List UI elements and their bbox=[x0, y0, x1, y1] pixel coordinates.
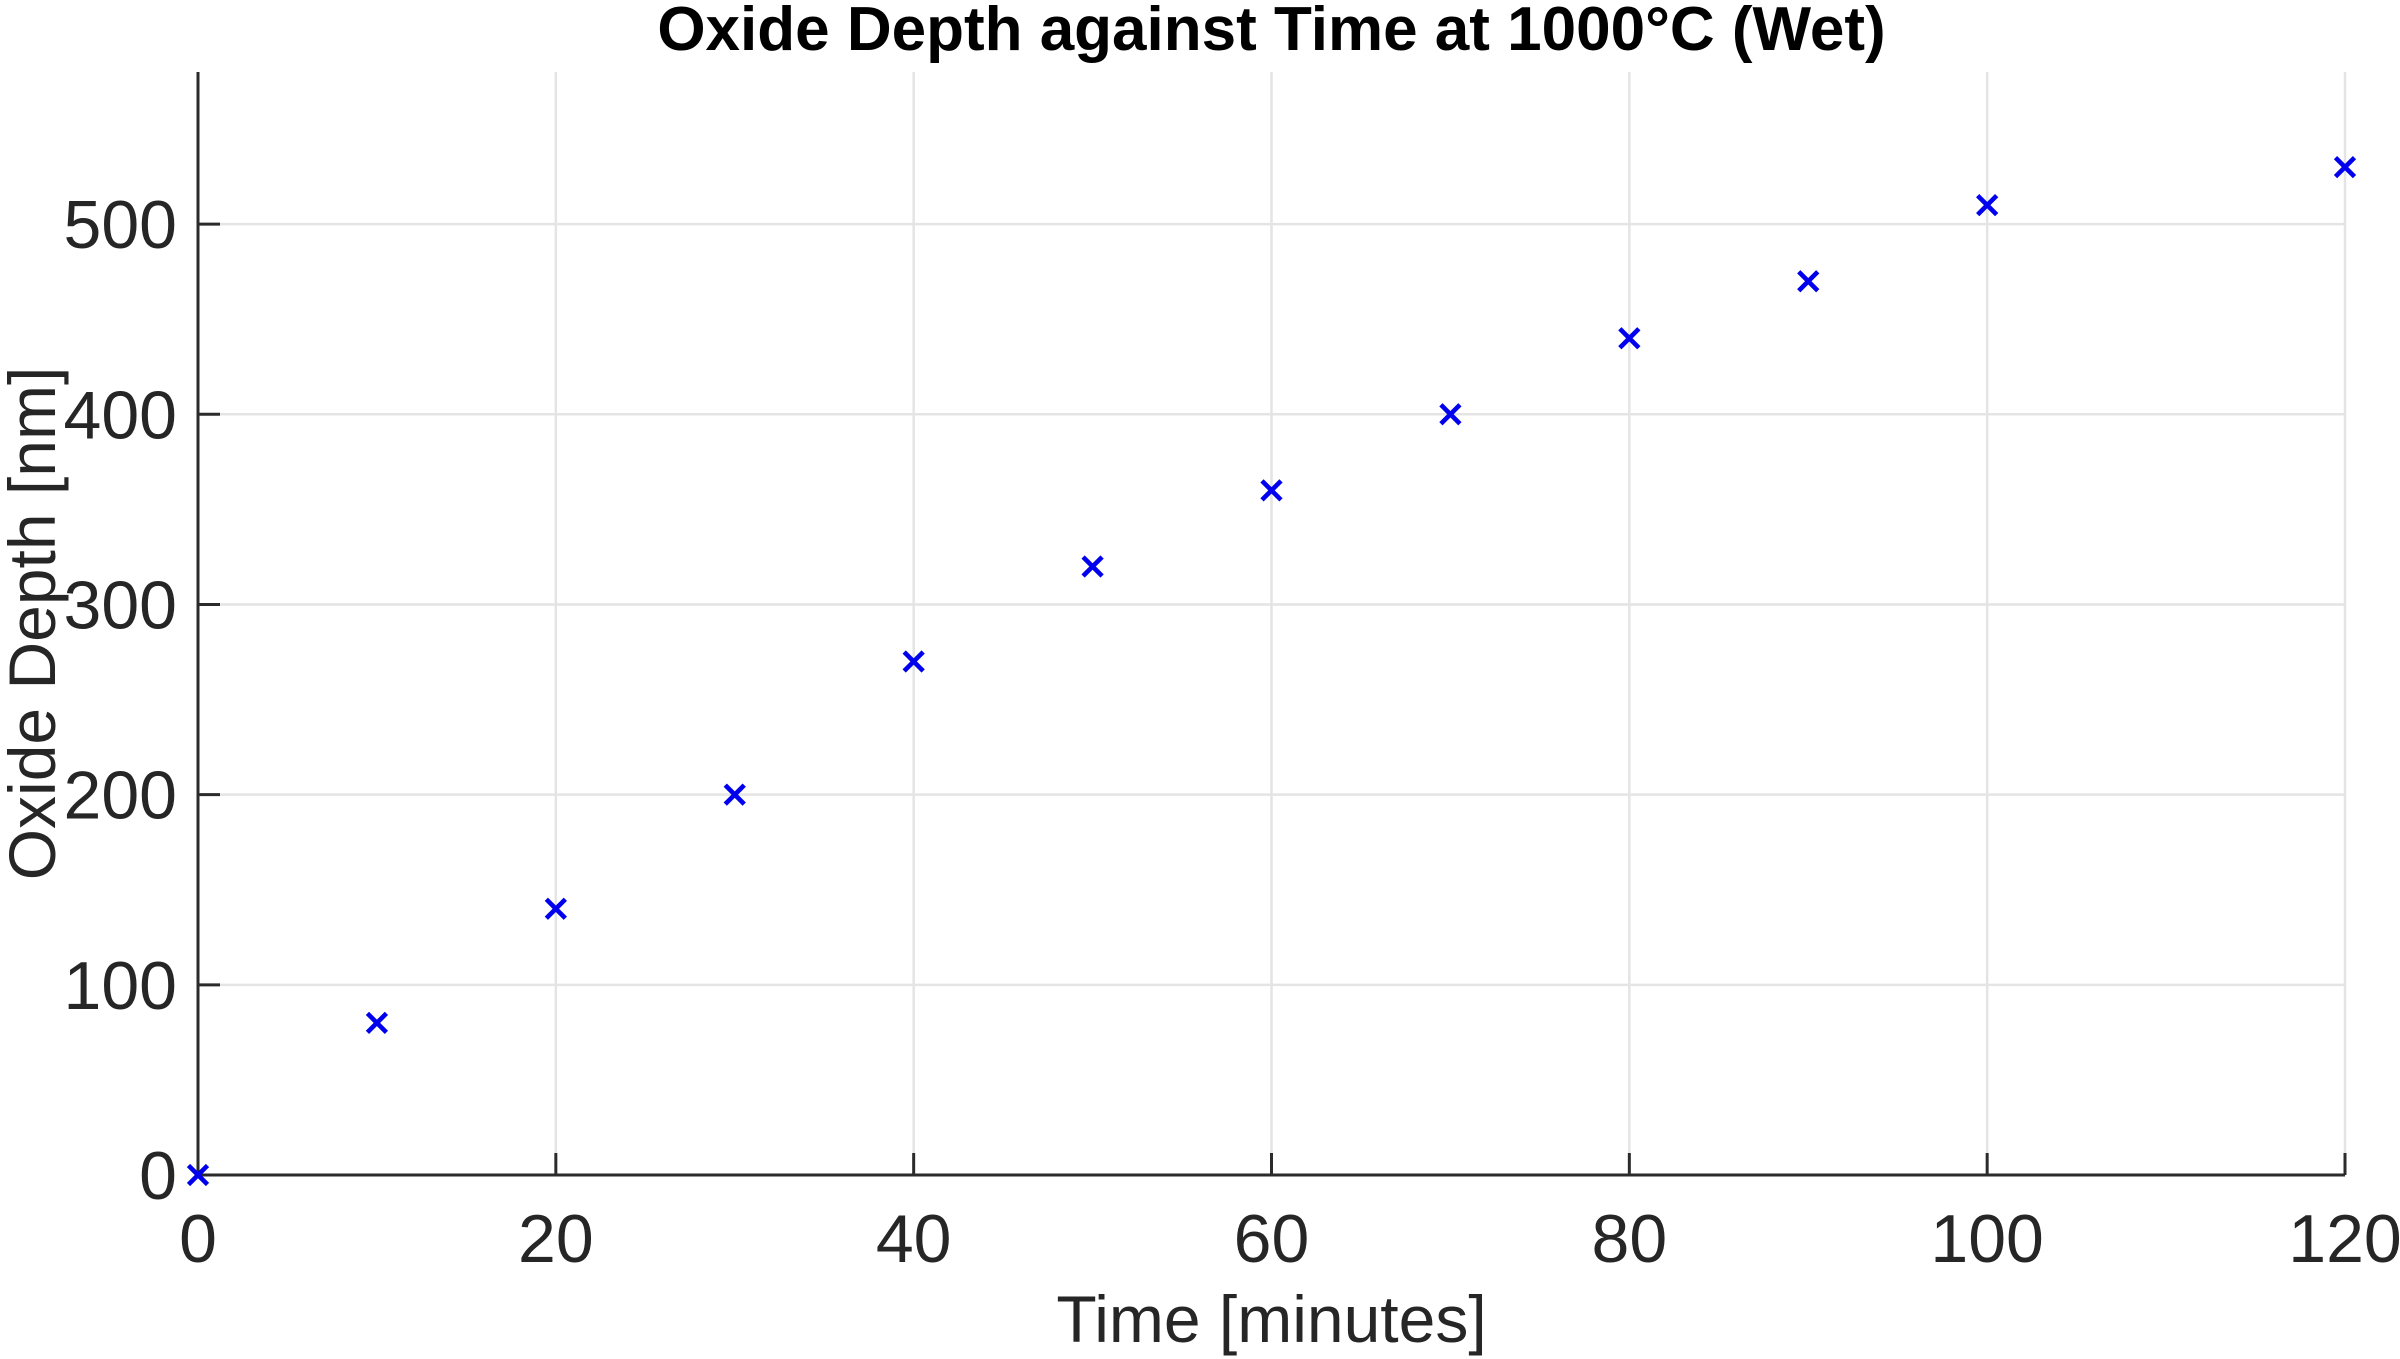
x-tick-label: 40 bbox=[876, 1201, 952, 1277]
y-tick-label: 0 bbox=[139, 1138, 177, 1214]
data-point-marker bbox=[902, 650, 925, 673]
y-axis-label: Oxide Depth [nm] bbox=[0, 367, 69, 881]
x-tick-label: 60 bbox=[1234, 1201, 1310, 1277]
x-tick-label: 0 bbox=[179, 1201, 217, 1277]
data-point-marker bbox=[186, 1163, 210, 1187]
data-point-marker bbox=[1618, 327, 1641, 350]
x-tick-label: 20 bbox=[518, 1201, 594, 1277]
data-point-marker bbox=[1797, 270, 1820, 293]
data-point-marker bbox=[1976, 193, 1999, 217]
y-tick-label: 100 bbox=[64, 948, 177, 1024]
grid-layer bbox=[198, 72, 2347, 1175]
y-tick-label: 400 bbox=[64, 377, 177, 453]
tick-label-layer: 0 20 40 60 80 100 120 0 100 200 300 400 500 bbox=[64, 187, 2400, 1277]
x-tick-label: 120 bbox=[2288, 1201, 2400, 1277]
axis-layer bbox=[196, 72, 2347, 1177]
x-tick-label: 80 bbox=[1592, 1201, 1668, 1277]
x-tick-label: 100 bbox=[1930, 1201, 2043, 1277]
data-series bbox=[186, 155, 2357, 1187]
data-point-marker bbox=[544, 897, 567, 920]
data-point-marker bbox=[1260, 479, 1283, 502]
x-axis-label: Time [minutes] bbox=[1056, 1282, 1486, 1356]
data-point-marker bbox=[723, 783, 746, 806]
data-point-marker bbox=[1439, 403, 1462, 426]
data-point-marker bbox=[365, 1011, 389, 1034]
data-point-marker bbox=[2333, 155, 2357, 179]
y-tick-label: 500 bbox=[64, 187, 177, 263]
y-tick-label: 200 bbox=[64, 758, 177, 834]
y-tick-label: 300 bbox=[64, 567, 177, 643]
chart-title: Oxide Depth against Time at 1000°C (Wet) bbox=[657, 0, 1885, 64]
data-point-marker bbox=[1081, 555, 1104, 578]
